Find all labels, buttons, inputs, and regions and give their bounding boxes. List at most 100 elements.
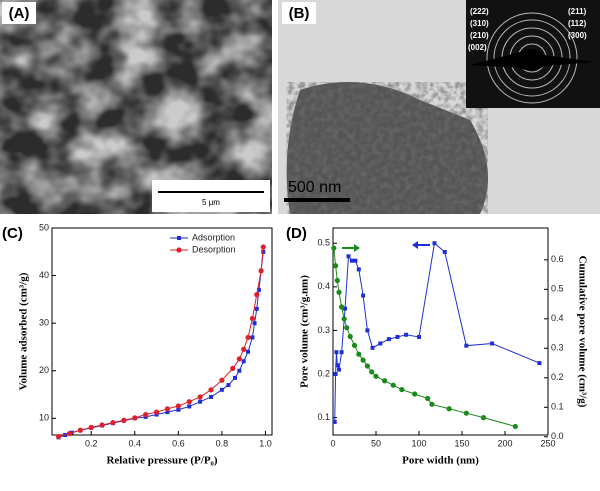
marker bbox=[334, 350, 339, 355]
marker bbox=[512, 423, 518, 430]
marker bbox=[121, 417, 127, 423]
marker bbox=[480, 415, 487, 421]
marker bbox=[412, 391, 418, 397]
marker bbox=[186, 399, 192, 405]
arrow-head bbox=[412, 241, 418, 249]
y2-tick-label: 0.4 bbox=[551, 313, 564, 323]
y-tick-label: 30 bbox=[39, 318, 49, 328]
diffraction-label: (210) bbox=[470, 31, 489, 40]
tem-pores bbox=[286, 82, 488, 214]
marker bbox=[336, 289, 342, 295]
marker bbox=[537, 361, 542, 366]
marker bbox=[164, 406, 171, 412]
marker bbox=[254, 292, 260, 298]
marker bbox=[88, 424, 94, 430]
legend-marker bbox=[176, 247, 182, 253]
marker bbox=[143, 411, 149, 418]
marker bbox=[256, 287, 261, 292]
marker bbox=[258, 268, 264, 274]
marker bbox=[360, 357, 366, 363]
marker bbox=[55, 433, 62, 440]
y2-tick-label: 0.6 bbox=[551, 254, 564, 264]
x-tick-label: 250 bbox=[540, 438, 555, 448]
y-axis-label: Pore volume (cm³/g.nm) bbox=[299, 275, 311, 388]
y-tick-label: 0.5 bbox=[317, 238, 330, 248]
marker bbox=[333, 371, 338, 376]
marker bbox=[176, 407, 181, 412]
marker bbox=[165, 410, 170, 415]
y2-tick-label: 0.1 bbox=[551, 402, 564, 412]
marker bbox=[219, 377, 225, 383]
diffraction-label: (112) bbox=[568, 19, 587, 28]
marker bbox=[382, 378, 388, 384]
diffraction-label: (211) bbox=[568, 7, 587, 16]
marker bbox=[332, 419, 337, 424]
marker bbox=[390, 382, 396, 388]
marker bbox=[175, 403, 181, 409]
marker bbox=[395, 334, 400, 339]
label-box bbox=[2, 2, 36, 24]
marker bbox=[232, 375, 237, 380]
marker bbox=[344, 325, 350, 331]
x-tick-label: 200 bbox=[497, 438, 512, 448]
label-box bbox=[282, 2, 316, 24]
marker bbox=[356, 267, 361, 272]
plot-frame bbox=[332, 227, 549, 436]
marker bbox=[237, 368, 242, 373]
x-tick-label: 0 bbox=[330, 438, 335, 448]
arrow-head bbox=[354, 244, 360, 252]
marker bbox=[361, 293, 366, 298]
marker bbox=[349, 258, 354, 263]
saed-rings bbox=[486, 12, 578, 104]
marker bbox=[356, 351, 362, 357]
marker bbox=[386, 337, 391, 342]
marker bbox=[99, 422, 105, 428]
marker bbox=[351, 342, 358, 348]
marker bbox=[219, 387, 224, 392]
marker bbox=[132, 415, 138, 421]
scale-box bbox=[152, 180, 270, 212]
y-tick-label: 0.4 bbox=[317, 281, 330, 291]
panel-c: (C) bbox=[2, 225, 23, 242]
panel-label: (B) bbox=[289, 5, 310, 22]
x-axis-label: Relative pressure (P/P₀) bbox=[106, 455, 217, 467]
marker bbox=[429, 401, 435, 407]
marker bbox=[208, 387, 214, 393]
marker bbox=[246, 349, 251, 354]
marker bbox=[198, 399, 203, 404]
y-tick-label: 40 bbox=[39, 270, 49, 280]
x-tick-label: 150 bbox=[454, 438, 469, 448]
marker bbox=[249, 315, 255, 322]
marker bbox=[343, 306, 348, 311]
marker bbox=[341, 316, 347, 322]
marker bbox=[254, 306, 259, 311]
sem-texture bbox=[0, 0, 272, 214]
legend-marker bbox=[177, 236, 181, 240]
scale-text: 500 nm bbox=[288, 179, 341, 196]
marker bbox=[209, 394, 214, 399]
marker bbox=[335, 363, 340, 368]
panel-a: (A) 5 μm bbox=[0, 0, 272, 214]
diffraction-label: (300) bbox=[568, 31, 587, 40]
marker bbox=[332, 263, 339, 269]
marker bbox=[260, 244, 266, 250]
marker bbox=[230, 365, 236, 371]
marker bbox=[241, 359, 246, 364]
marker bbox=[373, 373, 379, 379]
marker bbox=[77, 427, 83, 433]
x-tick-label: 0.2 bbox=[85, 438, 98, 448]
marker bbox=[464, 343, 469, 348]
marker bbox=[369, 369, 375, 375]
marker bbox=[339, 304, 345, 310]
diffraction-label: (310) bbox=[470, 19, 489, 28]
legend-label: Adsorption bbox=[192, 232, 235, 242]
series-line bbox=[333, 248, 516, 427]
x-tick-label: 0.8 bbox=[216, 438, 229, 448]
y-axis-label: Volume adsorbed (cm³/g) bbox=[18, 272, 30, 390]
x-tick-label: 50 bbox=[371, 438, 381, 448]
marker bbox=[197, 394, 203, 400]
marker bbox=[378, 341, 383, 346]
panel-d: (D) bbox=[286, 225, 430, 252]
